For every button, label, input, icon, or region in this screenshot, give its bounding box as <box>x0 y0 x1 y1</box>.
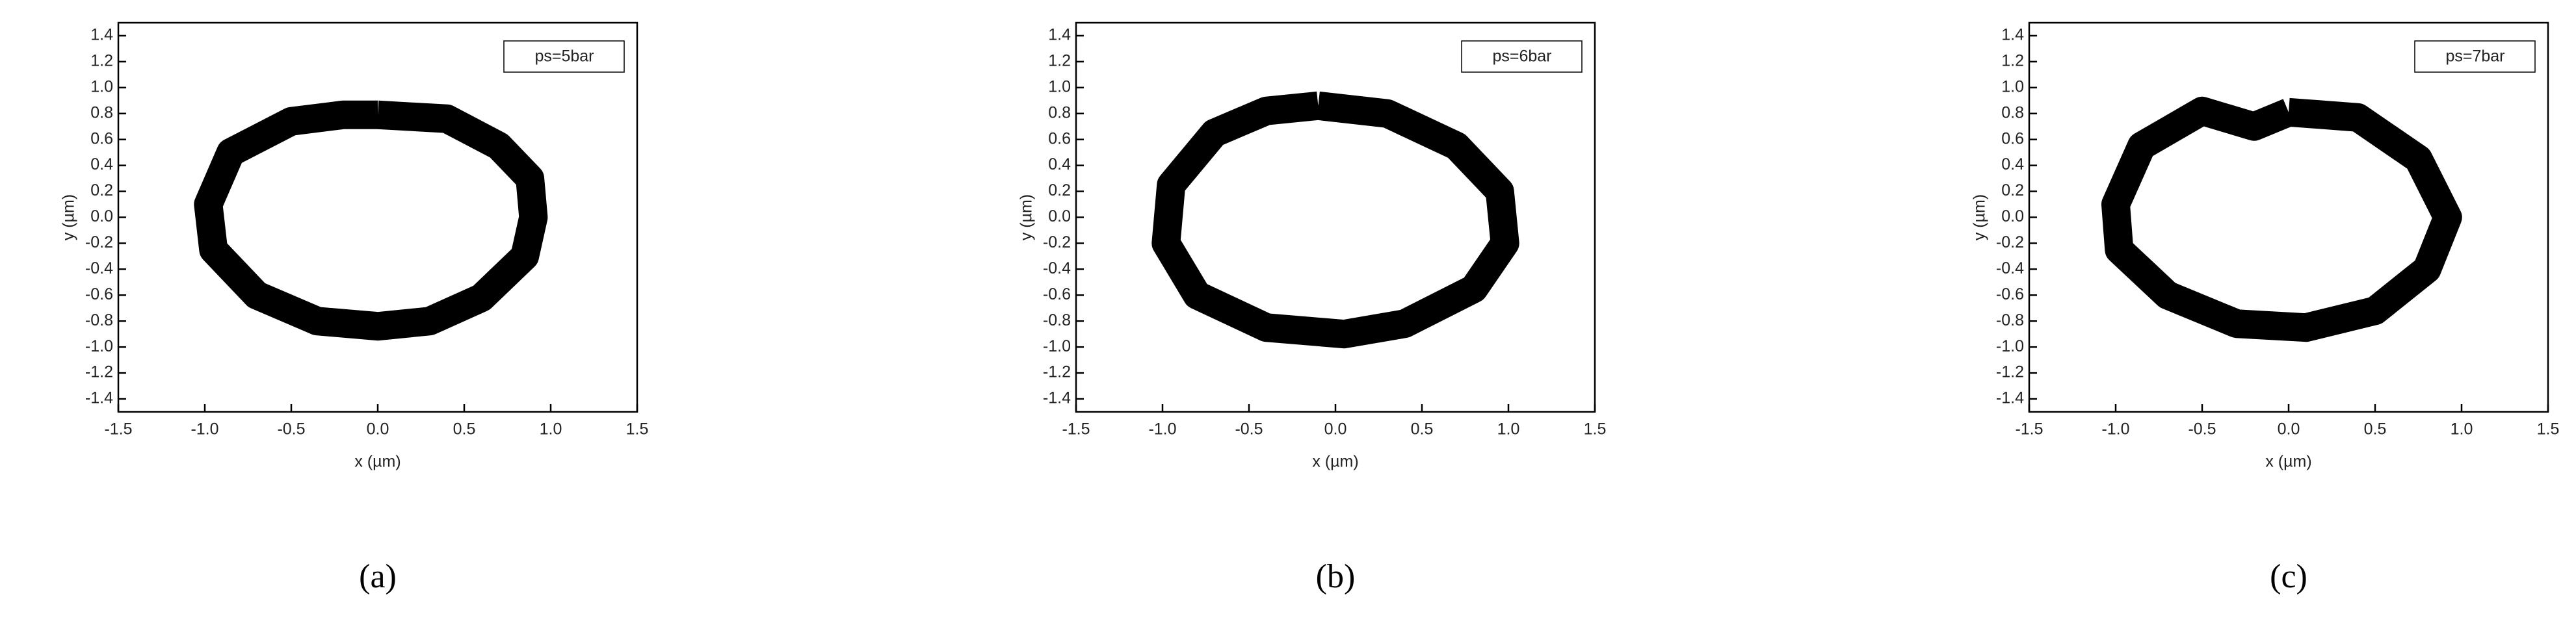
y-tick-label: 0.4 <box>1048 155 1071 173</box>
y-tick-label: -0.2 <box>85 233 113 251</box>
x-axis-label: x (µm) <box>354 453 401 471</box>
x-tick-label: 1.5 <box>626 420 649 439</box>
x-tick-label: -1.5 <box>1062 420 1090 439</box>
annotation: ps=6bar <box>1492 47 1551 66</box>
panel: -1.5 -1.0 -0.5 0.0 0.5 1.0 1.5 -1.4 -1.2 -1.0 -0.8… <box>1018 21 1607 595</box>
y-tick-label: 0.6 <box>90 129 113 147</box>
x-tick-label: 0.0 <box>2278 420 2300 439</box>
subfigure-label: (c) <box>2270 558 2307 595</box>
y-tick-label: -1.2 <box>1043 363 1071 381</box>
y-tick-label: 0.8 <box>1048 103 1071 121</box>
y-tick-label: 1.0 <box>1048 77 1071 96</box>
orbit-trajectory <box>1151 91 1519 349</box>
y-tick-label: -1.2 <box>85 363 113 381</box>
y-tick-label: 1.0 <box>2001 77 2024 96</box>
y-tick-label: 0.2 <box>1048 181 1071 199</box>
x-axis-label: x (µm) <box>1312 453 1358 471</box>
y-tick-label: -1.0 <box>1996 337 2024 355</box>
panel: -1.5 -1.0 -0.5 0.0 0.5 1.0 1.5 -1.4 -1.2 -1.0 -0.8… <box>1971 21 2560 595</box>
x-tick-label: 0.5 <box>2364 420 2387 439</box>
y-tick-label: 0.6 <box>2001 129 2024 147</box>
y-tick-label: -0.8 <box>85 311 113 329</box>
y-tick-label: 1.2 <box>1048 52 1071 70</box>
y-tick-label: 0.8 <box>2001 103 2024 121</box>
plot-frame <box>1075 21 1596 413</box>
y-tick-label: 0.0 <box>2001 207 2024 225</box>
y-tick-label: -1.0 <box>85 337 113 355</box>
x-tick-label: -0.5 <box>1235 420 1263 439</box>
x-tick-label: -0.5 <box>2188 420 2216 439</box>
x-tick-label: -1.0 <box>191 420 218 439</box>
y-tick-label: 1.4 <box>90 26 113 44</box>
y-tick-label: -0.4 <box>85 259 113 277</box>
y-axis-label: y (µm) <box>1971 194 1989 240</box>
y-tick-label: -1.4 <box>1043 389 1071 407</box>
subfigure-label: (b) <box>1316 558 1356 595</box>
y-tick-label: 0.2 <box>2001 181 2024 199</box>
y-tick-label: 0.0 <box>1048 207 1071 225</box>
y-tick-label: 1.2 <box>90 52 113 70</box>
x-tick-label: 1.0 <box>540 420 562 439</box>
y-tick-label: -0.4 <box>1043 259 1071 277</box>
y-tick-label: 1.2 <box>2001 52 2024 70</box>
y-axis-label: y (µm) <box>60 194 78 240</box>
x-tick-label: 1.5 <box>2537 420 2560 439</box>
y-tick-label: -0.8 <box>1043 311 1071 329</box>
x-axis-label: x (µm) <box>2265 453 2311 471</box>
annotation-box <box>2414 40 2536 73</box>
y-tick-label: -0.6 <box>1043 285 1071 303</box>
x-tick-label: -0.5 <box>277 420 305 439</box>
annotation-box <box>503 40 625 73</box>
x-tick-label: -1.0 <box>1148 420 1176 439</box>
y-tick-label: 1.4 <box>1048 26 1071 44</box>
x-tick-label: 0.5 <box>453 420 476 439</box>
panel: -1.5 -1.0 -0.5 0.0 0.5 1.0 1.5 -1.4 -1.2 -1.0 -0.8… <box>60 21 649 595</box>
y-tick-label: -1.2 <box>1996 363 2024 381</box>
y-tick-label: 0.2 <box>90 181 113 199</box>
y-tick-label: -0.6 <box>85 285 113 303</box>
y-tick-label: 0.8 <box>90 103 113 121</box>
y-tick-label: -0.2 <box>1043 233 1071 251</box>
y-tick-label: 0.4 <box>90 155 113 173</box>
y-tick-label: -1.4 <box>85 389 113 407</box>
x-tick-label: -1.5 <box>2015 420 2043 439</box>
orbit-trajectory <box>194 100 548 341</box>
y-tick-label: -0.2 <box>1996 233 2024 251</box>
x-tick-label: 0.0 <box>1324 420 1347 439</box>
orbit-trajectory <box>2101 96 2462 342</box>
x-tick-label: -1.5 <box>104 420 132 439</box>
y-tick-label: 0.4 <box>2001 155 2024 173</box>
x-tick-label: 0.0 <box>367 420 389 439</box>
x-tick-label: 1.5 <box>1584 420 1607 439</box>
subfigure-label: (a) <box>359 558 397 595</box>
y-tick-label: 1.0 <box>90 77 113 96</box>
y-tick-label: -0.8 <box>1996 311 2024 329</box>
y-tick-label: 1.4 <box>2001 26 2024 44</box>
annotation-box <box>1461 40 1583 73</box>
y-tick-label: -0.6 <box>1996 285 2024 303</box>
y-tick-label: 0.0 <box>90 207 113 225</box>
y-tick-label: 0.6 <box>1048 129 1071 147</box>
y-tick-label: -1.0 <box>1043 337 1071 355</box>
x-tick-label: -1.0 <box>2101 420 2129 439</box>
x-tick-label: 0.5 <box>1411 420 1434 439</box>
annotation: ps=5bar <box>534 47 594 66</box>
y-tick-label: -1.4 <box>1996 389 2024 407</box>
y-axis-label: y (µm) <box>1018 194 1036 240</box>
annotation: ps=7bar <box>2445 47 2504 66</box>
x-tick-label: 1.0 <box>1497 420 1520 439</box>
y-tick-label: -0.4 <box>1996 259 2024 277</box>
x-tick-label: 1.0 <box>2451 420 2473 439</box>
